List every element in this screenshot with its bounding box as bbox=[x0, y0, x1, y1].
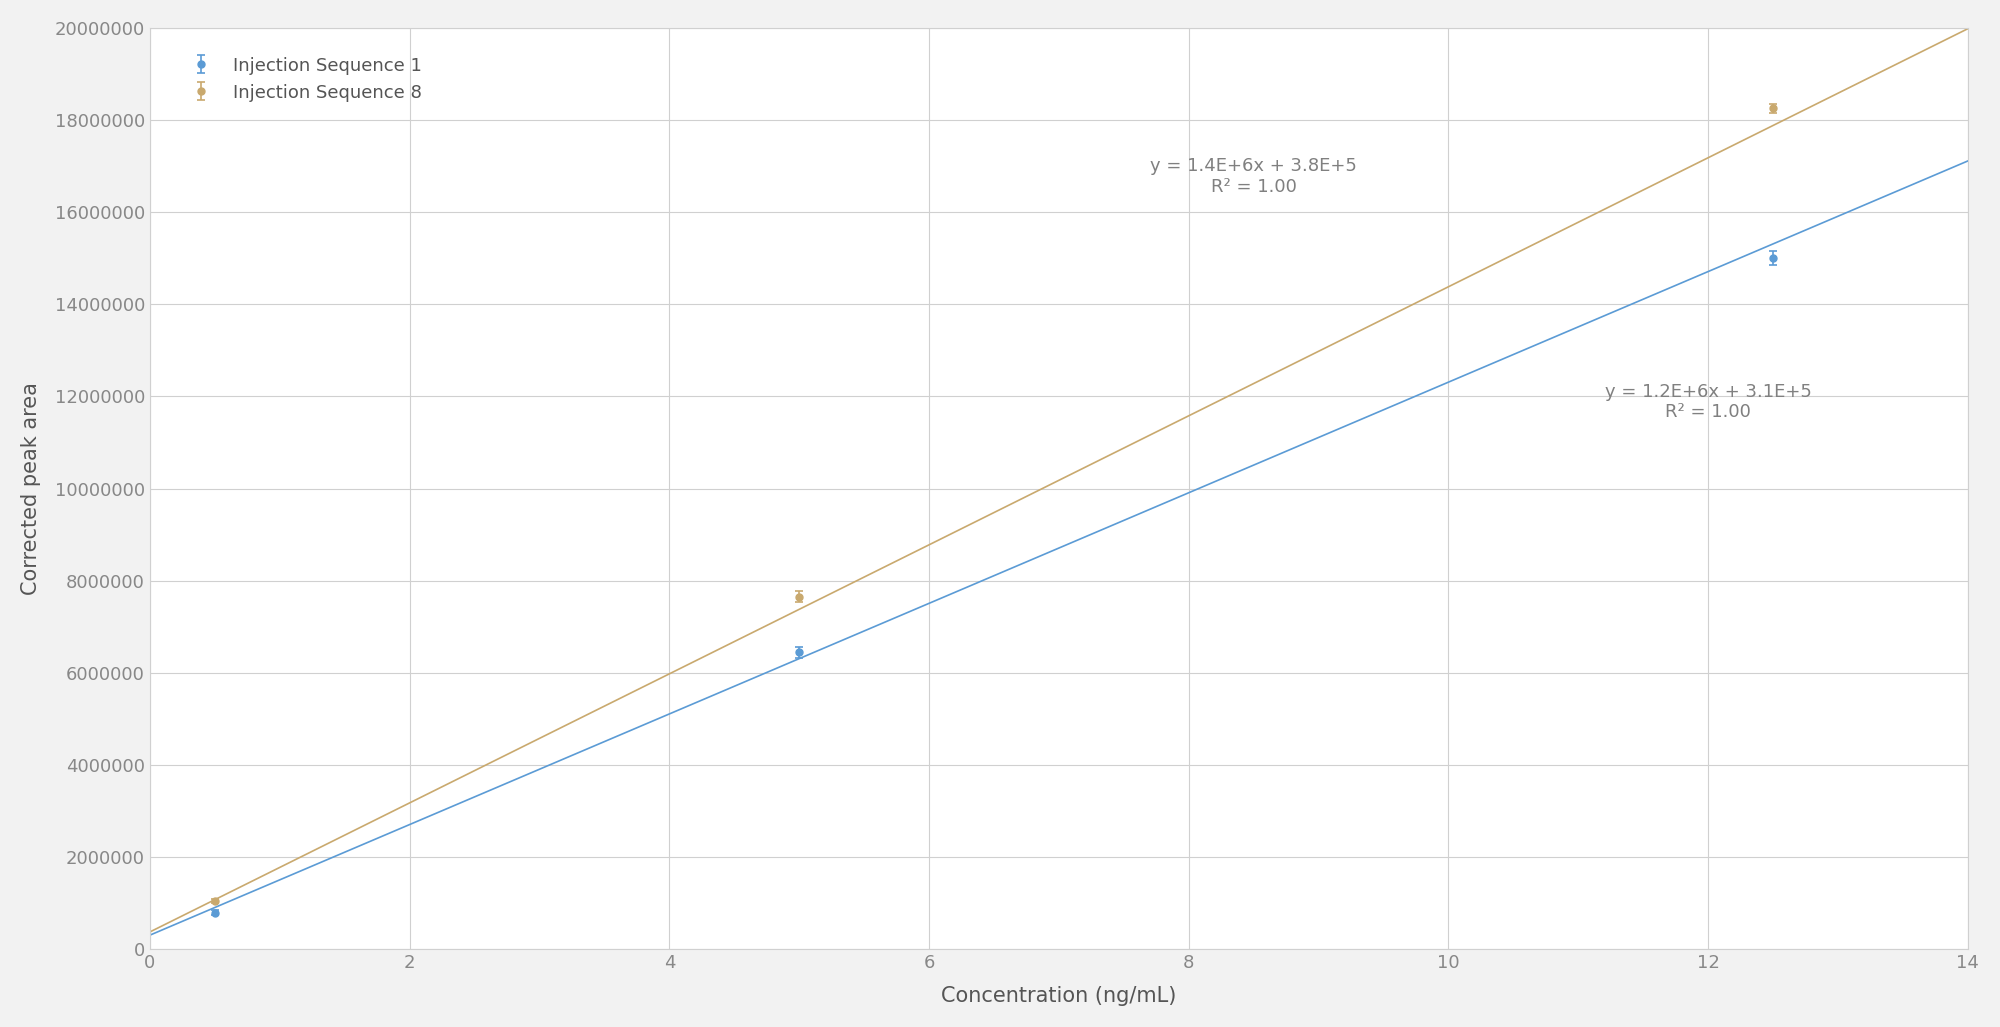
Text: y = 1.4E+6x + 3.8E+5
R² = 1.00: y = 1.4E+6x + 3.8E+5 R² = 1.00 bbox=[1150, 157, 1358, 196]
Legend: Injection Sequence 1, Injection Sequence 8: Injection Sequence 1, Injection Sequence… bbox=[172, 49, 430, 109]
Text: y = 1.2E+6x + 3.1E+5
R² = 1.00: y = 1.2E+6x + 3.1E+5 R² = 1.00 bbox=[1604, 383, 1812, 421]
Y-axis label: Corrected peak area: Corrected peak area bbox=[20, 382, 40, 595]
X-axis label: Concentration (ng/mL): Concentration (ng/mL) bbox=[942, 986, 1176, 1006]
